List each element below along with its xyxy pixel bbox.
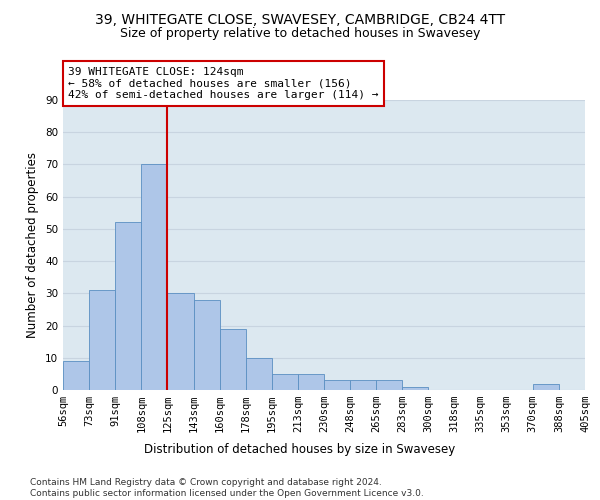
Bar	[533, 384, 559, 390]
Bar	[376, 380, 403, 390]
Bar	[142, 164, 167, 390]
Bar	[272, 374, 298, 390]
Text: Size of property relative to detached houses in Swavesey: Size of property relative to detached ho…	[120, 28, 480, 40]
Y-axis label: Number of detached properties: Number of detached properties	[26, 152, 40, 338]
Text: 39 WHITEGATE CLOSE: 124sqm
← 58% of detached houses are smaller (156)
42% of sem: 39 WHITEGATE CLOSE: 124sqm ← 58% of deta…	[68, 67, 379, 100]
Text: Contains HM Land Registry data © Crown copyright and database right 2024.
Contai: Contains HM Land Registry data © Crown c…	[30, 478, 424, 498]
Bar	[63, 361, 89, 390]
Bar	[89, 290, 115, 390]
Text: 39, WHITEGATE CLOSE, SWAVESEY, CAMBRIDGE, CB24 4TT: 39, WHITEGATE CLOSE, SWAVESEY, CAMBRIDGE…	[95, 12, 505, 26]
Bar	[193, 300, 220, 390]
Text: Distribution of detached houses by size in Swavesey: Distribution of detached houses by size …	[145, 442, 455, 456]
Bar	[403, 387, 428, 390]
Bar	[115, 222, 142, 390]
Bar	[324, 380, 350, 390]
Bar	[167, 294, 193, 390]
Bar	[246, 358, 272, 390]
Bar	[220, 329, 246, 390]
Bar	[350, 380, 376, 390]
Bar	[298, 374, 324, 390]
